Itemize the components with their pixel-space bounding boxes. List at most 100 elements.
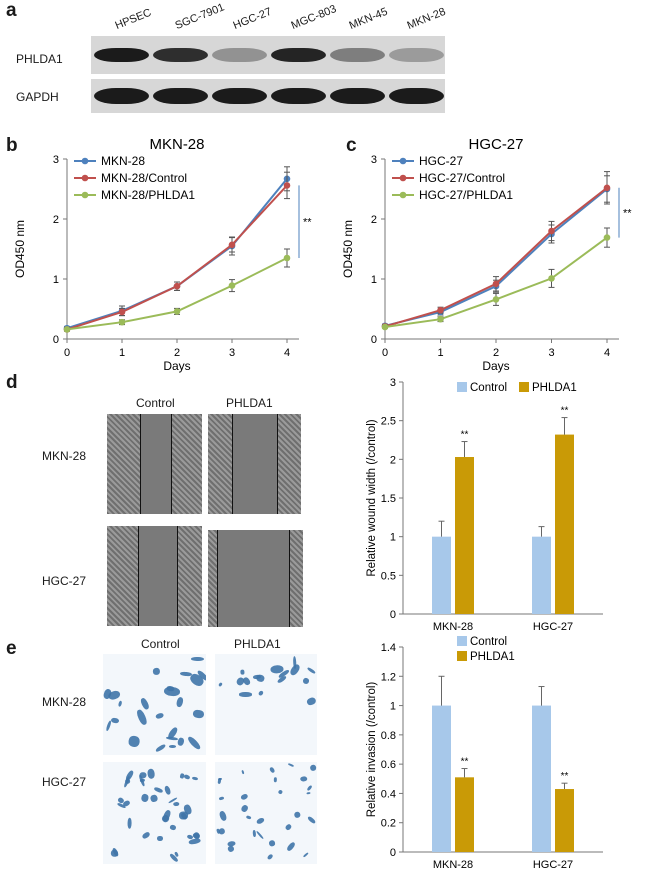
blot-band-phlda1-sgc-7901 bbox=[153, 48, 208, 62]
y-tick-label: 0 bbox=[390, 609, 396, 621]
data-point-mkn-28-control bbox=[118, 308, 126, 316]
invasion-row-label-hgc27: HGC-27 bbox=[42, 775, 87, 789]
x-tick-label: 0 bbox=[382, 347, 388, 359]
panel-letter-d: d bbox=[6, 372, 18, 393]
stained-cell bbox=[240, 803, 249, 814]
y-tick-label: 0 bbox=[390, 847, 396, 859]
blot-band-gapdh-hgc-27 bbox=[212, 88, 267, 104]
stained-cell bbox=[150, 794, 159, 803]
y-tick-label: 0 bbox=[53, 334, 59, 346]
legend-marker-hgc-27-phlda1 bbox=[399, 191, 407, 199]
stained-cell bbox=[299, 776, 308, 782]
stained-cell bbox=[268, 839, 276, 847]
stained-cell bbox=[252, 830, 256, 838]
x-tick-label: HGC-27 bbox=[533, 621, 573, 633]
stained-cell bbox=[308, 764, 317, 772]
bar-phlda1-mkn-28 bbox=[455, 777, 474, 852]
blot-band-gapdh-hpsec bbox=[94, 88, 149, 104]
stained-cell bbox=[163, 785, 172, 796]
chart-title: MKN-28 bbox=[149, 136, 204, 153]
stained-cell bbox=[217, 681, 224, 688]
invasion-col-label-phlda1: PHLDA1 bbox=[234, 637, 281, 651]
stained-cell bbox=[246, 815, 253, 821]
stained-cell bbox=[177, 737, 185, 747]
stained-cell bbox=[254, 816, 265, 825]
y-axis-label: OD450 nm bbox=[13, 220, 27, 278]
stained-cell bbox=[192, 709, 205, 719]
stained-cell bbox=[153, 786, 164, 794]
y-tick-label: 2 bbox=[390, 454, 396, 466]
significance-label: ** bbox=[461, 757, 469, 768]
data-point-hgc-27-control bbox=[548, 227, 555, 235]
blot-band-phlda1-mgc-803 bbox=[271, 48, 326, 62]
stained-cell bbox=[191, 776, 199, 781]
stained-cell bbox=[179, 773, 185, 779]
y-tick-label: 0.8 bbox=[381, 730, 396, 742]
data-point-mkn-28-phlda1 bbox=[228, 282, 236, 289]
legend-label-mkn-28-control: MKN-28/Control bbox=[101, 171, 187, 185]
wound-image-mkn28-phlda1 bbox=[208, 414, 301, 514]
x-tick-label: 3 bbox=[229, 347, 235, 359]
stained-cell bbox=[268, 766, 276, 775]
stained-cell bbox=[191, 656, 205, 662]
x-tick-label: 2 bbox=[493, 347, 499, 359]
blot-band-phlda1-mkn-28 bbox=[389, 48, 444, 62]
lane-label-mgc803: MGC-803 bbox=[289, 3, 339, 32]
y-tick-label: 1 bbox=[390, 532, 396, 544]
stained-cell bbox=[110, 849, 119, 858]
wound-row-label-hgc27: HGC-27 bbox=[42, 574, 87, 588]
stained-cell bbox=[292, 811, 301, 819]
legend-swatch-phlda1 bbox=[457, 651, 467, 661]
bar-control-mkn-28 bbox=[432, 705, 451, 852]
data-point-mkn-28-phlda1 bbox=[283, 254, 291, 262]
legend-label-hgc-27-phlda1: HGC-27/PHLDA1 bbox=[419, 188, 513, 202]
significance-label: ** bbox=[623, 208, 632, 220]
significance-label: ** bbox=[303, 217, 312, 229]
stained-cell bbox=[285, 841, 296, 852]
blot-strip-phlda1 bbox=[91, 36, 445, 74]
lane-label-mkn28: MKN-28 bbox=[405, 5, 448, 32]
wound-col-label-control: Control bbox=[136, 396, 175, 410]
stained-cell bbox=[139, 697, 150, 711]
stained-cell bbox=[284, 823, 292, 831]
stained-cell bbox=[128, 735, 141, 748]
legend-label-hgc-27-control: HGC-27/Control bbox=[419, 171, 505, 185]
y-axis-label: OD450 nm bbox=[341, 220, 355, 278]
data-point-hgc-27-phlda1 bbox=[437, 315, 444, 323]
y-tick-label: 0.4 bbox=[381, 788, 396, 800]
stained-cell bbox=[217, 777, 222, 784]
significance-label: ** bbox=[461, 430, 469, 441]
x-tick-label: 2 bbox=[174, 347, 180, 359]
stained-cell bbox=[146, 767, 156, 779]
stained-cell bbox=[241, 770, 245, 775]
stained-cell bbox=[172, 801, 180, 807]
data-point-hgc-27-phlda1 bbox=[492, 296, 500, 303]
stained-cell bbox=[117, 699, 123, 707]
stained-cell bbox=[256, 830, 265, 840]
legend-label-phlda1: PHLDA1 bbox=[470, 651, 515, 663]
x-tick-label: 3 bbox=[548, 347, 554, 359]
stained-cell bbox=[110, 717, 119, 724]
legend-label-control: Control bbox=[470, 382, 507, 394]
blot-row-label-gapdh: GAPDH bbox=[16, 90, 59, 104]
x-tick-label: 1 bbox=[437, 347, 443, 359]
data-point-hgc-27-control bbox=[603, 184, 611, 192]
y-tick-label: 1.5 bbox=[381, 493, 396, 505]
western-blot-panel: HPSEC SGC-7901 HGC-27 MGC-803 MKN-45 MKN… bbox=[0, 0, 661, 125]
data-point-mkn-28-phlda1 bbox=[173, 308, 181, 315]
wound-image-hgc27-control bbox=[107, 526, 202, 626]
lane-label-hpsec: HPSEC bbox=[113, 6, 154, 32]
y-tick-label: 1 bbox=[371, 274, 377, 286]
stained-cell bbox=[266, 852, 274, 861]
legend-label-control: Control bbox=[470, 636, 507, 648]
stained-cell bbox=[238, 692, 253, 697]
invasion-row-label-mkn28: MKN-28 bbox=[42, 695, 87, 709]
growth-chart-hgc27: HGC-27 0 1 2 3 0 1 2 3 4 Days OD450 nm HGC-27 HGC-27/… bbox=[341, 136, 632, 373]
blot-band-gapdh-sgc-7901 bbox=[153, 88, 208, 104]
data-point-hgc-27-phlda1 bbox=[548, 275, 555, 282]
legend-label-phlda1: PHLDA1 bbox=[532, 382, 577, 394]
stained-cell bbox=[306, 815, 316, 825]
y-tick-label: 3 bbox=[390, 377, 396, 389]
invasion-bar-chart: 0 0.2 0.4 0.6 0.8 1 1.2 1.4 Relative invasion (/… bbox=[366, 636, 603, 870]
blot-strip-gapdh bbox=[91, 79, 445, 113]
